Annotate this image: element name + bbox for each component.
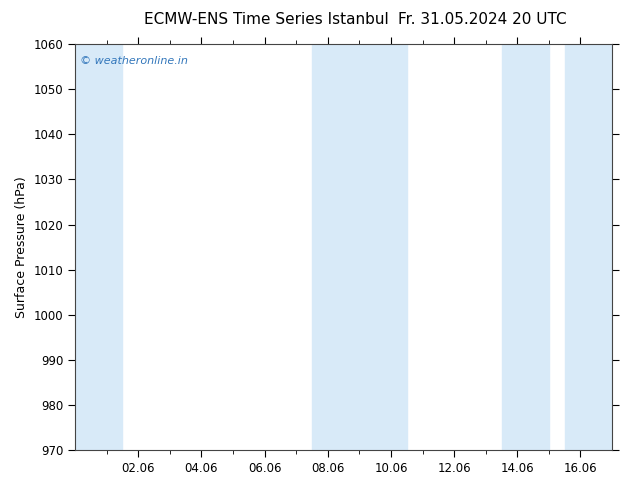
- Bar: [312, 44, 375, 450]
- Text: Fr. 31.05.2024 20 UTC: Fr. 31.05.2024 20 UTC: [398, 12, 566, 27]
- Text: © weatheronline.in: © weatheronline.in: [81, 56, 188, 66]
- Bar: [501, 44, 549, 450]
- Bar: [565, 44, 612, 450]
- Bar: [75, 44, 122, 450]
- Y-axis label: Surface Pressure (hPa): Surface Pressure (hPa): [15, 176, 28, 318]
- Title: ECMW-ENS Time Series Istanbul      Fr. 31.05.2024 20 UTC: ECMW-ENS Time Series Istanbul Fr. 31.05.…: [0, 489, 1, 490]
- Text: ECMW-ENS Time Series Istanbul: ECMW-ENS Time Series Istanbul: [144, 12, 389, 27]
- Bar: [375, 44, 407, 450]
